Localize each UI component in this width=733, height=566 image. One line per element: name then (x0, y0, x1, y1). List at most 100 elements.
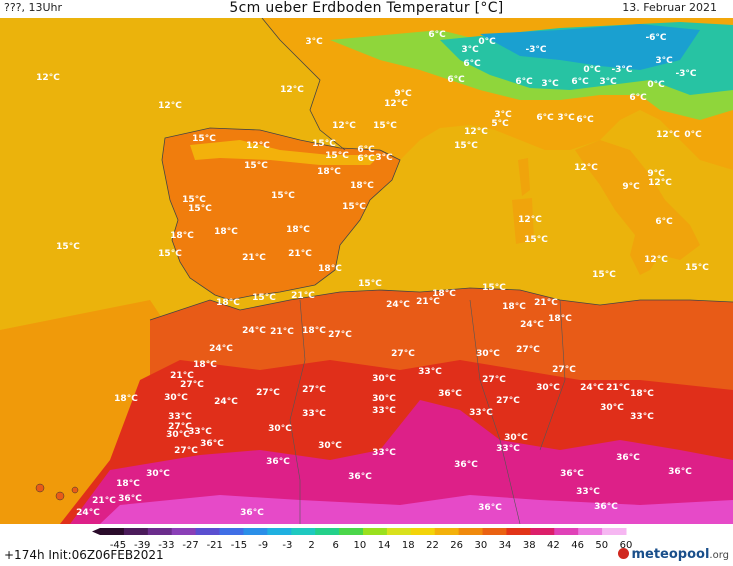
logo-tld: .org (709, 550, 729, 561)
temperature-label: -3°C (675, 69, 696, 79)
scale-label: -21 (206, 540, 223, 551)
temperature-label: 9°C (647, 169, 665, 179)
scale-swatch (530, 528, 555, 535)
scale-swatch (458, 528, 484, 535)
scale-label: 2 (308, 540, 315, 551)
temperature-label: 36°C (594, 502, 618, 512)
temperature-label: 30°C (372, 394, 396, 404)
temperature-label: 15°C (192, 134, 216, 144)
temperature-label: 36°C (668, 467, 692, 477)
temperature-label: 12°C (464, 127, 488, 137)
temperature-label: 18°C (317, 167, 341, 177)
scale-label: -9 (258, 540, 269, 551)
canary-island (71, 486, 79, 494)
temperature-label: 6°C (463, 59, 481, 69)
temperature-label: 15°C (244, 161, 268, 171)
temperature-label: 3°C (461, 45, 479, 55)
temperature-label: -3°C (525, 45, 546, 55)
temperature-label: 24°C (580, 383, 604, 393)
valid-time-label: ???, 13Uhr (4, 1, 63, 14)
temperature-label: 18°C (116, 479, 140, 489)
temperature-label: 18°C (432, 289, 456, 299)
temperature-label: 21°C (606, 383, 630, 393)
scale-label: 14 (377, 540, 391, 551)
temperature-label: 15°C (342, 202, 366, 212)
temperature-label: 36°C (348, 472, 372, 482)
temperature-label: 21°C (288, 249, 312, 259)
temperature-label: 30°C (164, 393, 188, 403)
scale-label: 26 (450, 540, 464, 551)
scale-swatch (363, 528, 388, 535)
temperature-label: 12°C (518, 215, 542, 225)
sahara-hottest (100, 495, 733, 524)
temperature-label: 33°C (372, 406, 396, 416)
temperature-label: 12°C (280, 85, 304, 95)
meteopool-logo: meteopool.org (618, 547, 729, 562)
temperature-label: 33°C (188, 427, 212, 437)
temperature-label: 33°C (302, 409, 326, 419)
temperature-label: 3°C (599, 77, 617, 87)
temperature-label: 27°C (516, 345, 540, 355)
temperature-label: 24°C (76, 508, 100, 518)
temperature-label: 6°C (447, 75, 465, 85)
temperature-label: 30°C (504, 433, 528, 443)
scale-label: 46 (571, 540, 584, 551)
temperature-label: 15°C (182, 195, 206, 205)
temperature-label: 24°C (209, 344, 233, 354)
scale-label: -27 (182, 540, 199, 551)
temperature-label: 15°C (373, 121, 397, 131)
temperature-label: 18°C (318, 264, 342, 274)
country-border-3 (539, 299, 566, 451)
logo-text: meteopool (631, 547, 710, 562)
temperature-label: 30°C (318, 441, 342, 451)
temperature-label: 18°C (193, 360, 217, 370)
temperature-label: 15°C (325, 151, 349, 161)
temperature-label: 3°C (541, 79, 559, 89)
scale-label: 42 (547, 540, 560, 551)
temperature-label: 0°C (684, 130, 702, 140)
scale-label: 10 (353, 540, 367, 551)
canary-island (35, 483, 45, 493)
corsica (518, 158, 530, 196)
temperature-label: 18°C (216, 298, 240, 308)
temperature-label: 15°C (685, 263, 709, 273)
temperature-label: 36°C (438, 389, 462, 399)
scale-swatch (506, 528, 531, 535)
temperature-label: 33°C (496, 444, 520, 454)
temperature-label: 18°C (548, 314, 572, 324)
temperature-label: 21°C (242, 253, 266, 263)
temperature-label: 5°C (491, 119, 509, 129)
temperature-label: 36°C (200, 439, 224, 449)
temperature-label: 15°C (482, 283, 506, 293)
scale-swatch (578, 528, 603, 535)
map-header: ???, 13Uhr 5cm ueber Erdboden Temperatur… (0, 0, 733, 18)
temperature-label: 18°C (214, 227, 238, 237)
temperature-label: 36°C (266, 457, 290, 467)
temperature-label: 33°C (469, 408, 493, 418)
temperature-label: 27°C (180, 380, 204, 390)
iberia-coastline (161, 127, 401, 301)
temperature-label: 3°C (305, 37, 323, 47)
temperature-label: 18°C (630, 389, 654, 399)
temperature-label: 33°C (168, 412, 192, 422)
scale-swatch (123, 528, 149, 535)
temperature-label: -3°C (611, 65, 632, 75)
temperature-label: 30°C (146, 469, 170, 479)
scale-swatch (339, 528, 364, 535)
scale-swatch (243, 528, 268, 535)
temperature-label: 15°C (271, 191, 295, 201)
scale-swatch (482, 528, 507, 535)
temperature-label: 12°C (644, 255, 668, 265)
temperature-label: 27°C (391, 349, 415, 359)
temperature-label: 27°C (256, 388, 280, 398)
temperature-label: 27°C (552, 365, 576, 375)
temperature-label: 21°C (534, 298, 558, 308)
temperature-label: 27°C (302, 385, 326, 395)
temperature-label: 15°C (188, 204, 212, 214)
scale-swatch (315, 528, 340, 535)
scale-label: 22 (426, 540, 439, 551)
temperature-labels: 12°C12°C12°C3°C6°C3°C0°C-3°C-6°C6°C 3°C0°… (36, 30, 709, 518)
temperature-label: 30°C (476, 349, 500, 359)
temperature-label: 30°C (600, 403, 624, 413)
iberia-north-cooler (190, 140, 380, 165)
